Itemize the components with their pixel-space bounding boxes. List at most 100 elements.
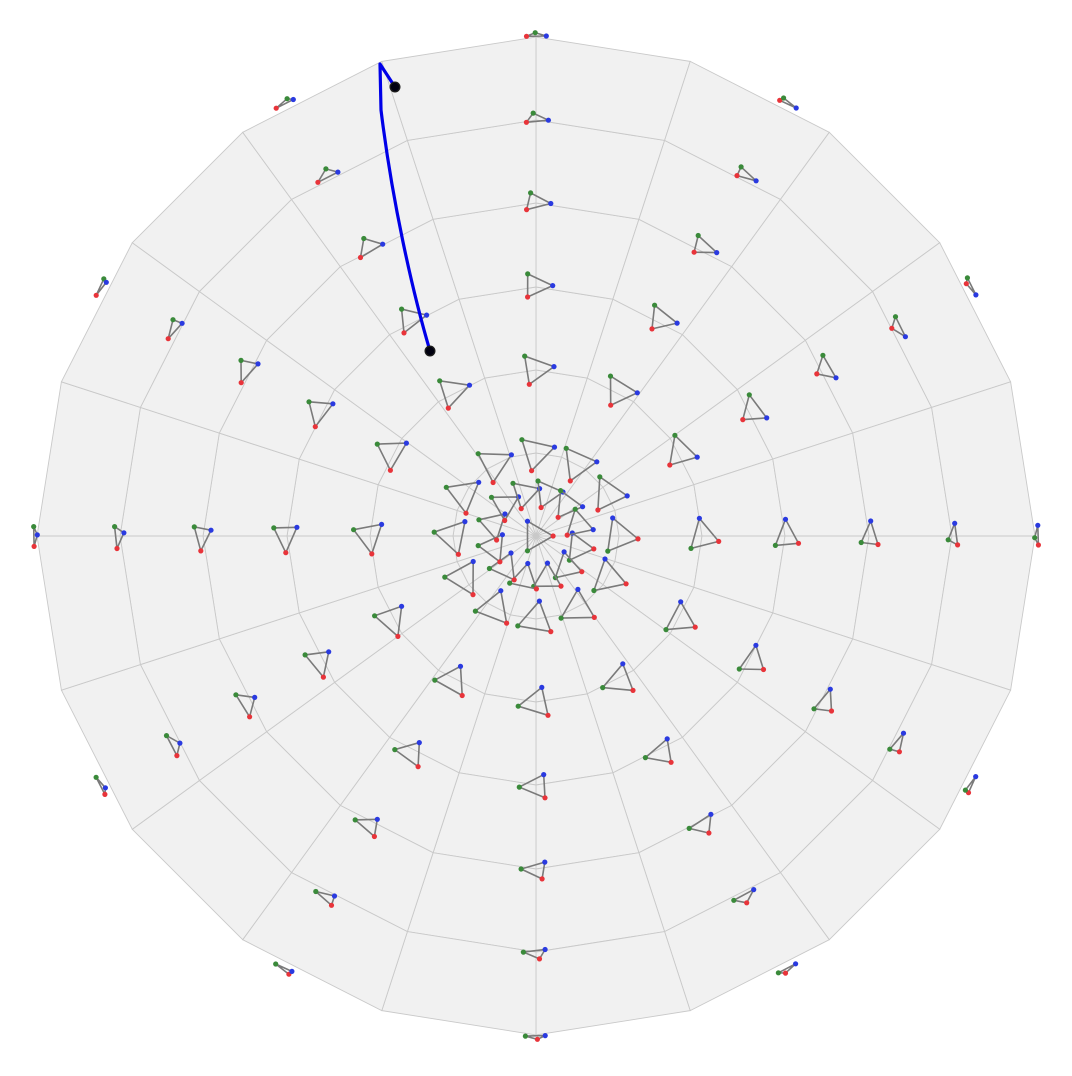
triangle-glyph xyxy=(736,642,767,673)
vertex-red xyxy=(630,687,636,694)
triangle-glyph xyxy=(663,599,698,633)
triangle-glyph xyxy=(372,603,405,640)
vertex-red xyxy=(555,514,561,520)
triangle-edges xyxy=(520,948,547,960)
vertex-red xyxy=(579,569,585,575)
vertex-red xyxy=(1035,542,1041,548)
triangle-edges xyxy=(559,587,596,619)
vertex-blue xyxy=(536,598,543,604)
triangle-glyph xyxy=(564,506,596,538)
vertex-blue xyxy=(208,527,214,533)
vertex-blue xyxy=(335,169,341,175)
triangle-glyph xyxy=(887,730,907,755)
triangle-glyph xyxy=(31,524,40,550)
vertex-green xyxy=(112,524,118,530)
vertex-green xyxy=(746,392,752,398)
vertex-red xyxy=(539,876,545,882)
vertex-red xyxy=(740,417,746,423)
triangle-glyph xyxy=(399,306,430,336)
triangle-edges xyxy=(601,662,635,692)
triangle-glyph xyxy=(93,276,109,298)
triangle-glyph xyxy=(525,271,556,300)
triangle-glyph xyxy=(962,774,979,796)
triangle-glyph xyxy=(93,774,108,798)
triangle-glyph xyxy=(595,474,630,513)
vertex-red xyxy=(533,586,540,592)
vertex-blue xyxy=(290,96,296,103)
vertex-green xyxy=(191,524,197,530)
triangle-glyph xyxy=(112,524,127,552)
vertex-red xyxy=(238,380,244,386)
triangle-edges xyxy=(815,353,838,379)
vertex-green xyxy=(361,235,367,242)
triangle-edges xyxy=(275,97,296,109)
vertex-red xyxy=(114,545,120,552)
vertex-red xyxy=(558,583,564,589)
triangle-edges xyxy=(272,526,299,555)
triangle-edges xyxy=(668,433,699,467)
vertex-blue xyxy=(678,599,684,605)
triangle-glyph xyxy=(772,516,802,549)
vertex-green xyxy=(522,1033,529,1039)
triangle-glyph xyxy=(649,302,680,332)
vertex-blue xyxy=(708,811,714,817)
vertex-green xyxy=(31,524,37,530)
vertex-green xyxy=(607,373,614,379)
triangle-edges xyxy=(240,359,260,385)
vertex-green xyxy=(472,608,478,614)
triangle-edges xyxy=(812,687,833,712)
vertex-blue xyxy=(121,530,127,536)
vertex-blue xyxy=(255,361,261,367)
vertex-blue xyxy=(466,382,473,388)
vertex-green xyxy=(535,478,541,484)
vertex-green xyxy=(731,897,737,903)
triangle-glyph xyxy=(472,588,510,626)
triangle-edges xyxy=(307,400,335,429)
disk-grid xyxy=(36,36,1036,1036)
vertex-green xyxy=(372,613,378,619)
vertex-green xyxy=(476,517,482,523)
vertex-blue xyxy=(289,968,295,975)
vertex-green xyxy=(820,352,826,358)
triangle-edges xyxy=(373,605,403,639)
vertex-blue xyxy=(524,518,531,524)
vertex-blue xyxy=(403,440,409,446)
vertex-blue xyxy=(753,178,759,184)
triangle-edges xyxy=(511,482,542,511)
vertex-green xyxy=(352,817,358,823)
triangle-glyph xyxy=(667,432,700,468)
vertex-green xyxy=(516,784,522,790)
triangle-glyph xyxy=(476,511,508,543)
triangle-glyph xyxy=(443,479,482,516)
vertex-blue xyxy=(620,661,626,667)
vertex-red xyxy=(691,249,697,255)
vertex-green xyxy=(887,746,893,752)
vertex-blue xyxy=(179,320,185,326)
vertex-green xyxy=(1032,535,1038,541)
vertex-blue xyxy=(753,642,759,648)
vertex-red xyxy=(667,462,673,468)
vertex-blue xyxy=(694,454,700,460)
triangle-glyph xyxy=(374,440,409,473)
vertex-red xyxy=(595,507,601,513)
vertex-red xyxy=(371,833,377,840)
vertex-red xyxy=(542,795,548,801)
vertex-blue xyxy=(973,292,979,298)
vertex-blue xyxy=(833,375,839,381)
triangle-glyph xyxy=(163,733,183,759)
vertex-red xyxy=(502,517,508,524)
vertex-green xyxy=(663,627,669,633)
vertex-blue xyxy=(1035,522,1041,528)
triangle-edges xyxy=(651,303,679,330)
vertex-green xyxy=(964,275,971,281)
triangle-edges xyxy=(315,167,341,185)
vertex-green xyxy=(519,437,525,443)
vertex-blue xyxy=(764,415,770,421)
triangle-glyph xyxy=(273,96,296,111)
triangle-edges xyxy=(525,1034,546,1041)
triangle-edges xyxy=(167,318,184,340)
vertex-green xyxy=(486,565,492,572)
triangle-glyph xyxy=(233,692,258,720)
vertex-red xyxy=(564,532,570,538)
